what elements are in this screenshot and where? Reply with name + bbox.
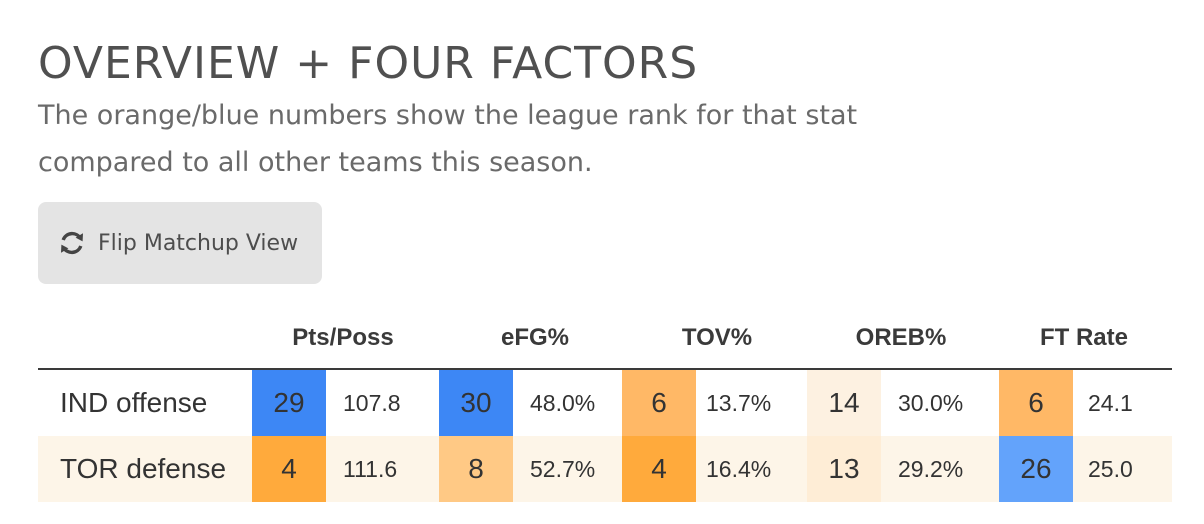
value-cell: 30.0%	[898, 390, 964, 416]
value-cell: 24.1	[1088, 390, 1133, 416]
value-cell: 25.0	[1088, 456, 1133, 482]
column-header-efg: eFG%	[500, 324, 569, 351]
four-factors-table: Pts/Poss eFG% TOV% OREB% FT Rate IND off…	[38, 316, 1172, 502]
value-cell: 29.2%	[898, 456, 964, 482]
rank-cell: 6	[622, 370, 696, 436]
column-header-ft-rate: FT Rate	[1039, 324, 1128, 351]
rank-cell: 26	[999, 436, 1073, 502]
page-title: OVERVIEW + FOUR FACTORS	[38, 38, 699, 89]
rank-cell: 4	[622, 436, 696, 502]
rank-cell: 4	[252, 436, 326, 502]
rank-cell: 6	[999, 370, 1073, 436]
value-cell: 52.7%	[530, 456, 596, 482]
refresh-icon	[58, 229, 86, 257]
value-cell: 48.0%	[530, 390, 596, 416]
flip-matchup-button[interactable]: Flip Matchup View	[38, 202, 322, 284]
value-cell: 16.4%	[706, 456, 772, 482]
column-header-pts-poss: Pts/Poss	[292, 324, 394, 351]
column-header-tov: TOV%	[681, 324, 753, 351]
column-header-oreb: OREB%	[855, 324, 947, 351]
flip-matchup-label: Flip Matchup View	[98, 230, 299, 256]
table-header: Pts/Poss eFG% TOV% OREB% FT Rate	[38, 316, 1172, 370]
row-label: TOR defense	[60, 453, 227, 484]
rank-cell: 13	[807, 436, 881, 502]
page-subtitle: The orange/blue numbers show the league …	[38, 100, 858, 178]
rank-cell: 14	[807, 370, 881, 436]
rank-cell: 30	[439, 370, 513, 436]
row-label: IND offense	[60, 387, 208, 418]
value-cell: 13.7%	[706, 390, 772, 416]
table-row: TOR defense 4 111.6 8 52.7% 4 16.4% 13 2…	[38, 436, 1172, 502]
value-cell: 107.8	[343, 390, 401, 416]
rank-cell: 8	[439, 436, 513, 502]
rank-cell: 29	[252, 370, 326, 436]
value-cell: 111.6	[343, 456, 398, 482]
table-row: IND offense 29 107.8 30 48.0% 6 13.7% 14…	[38, 370, 1172, 436]
